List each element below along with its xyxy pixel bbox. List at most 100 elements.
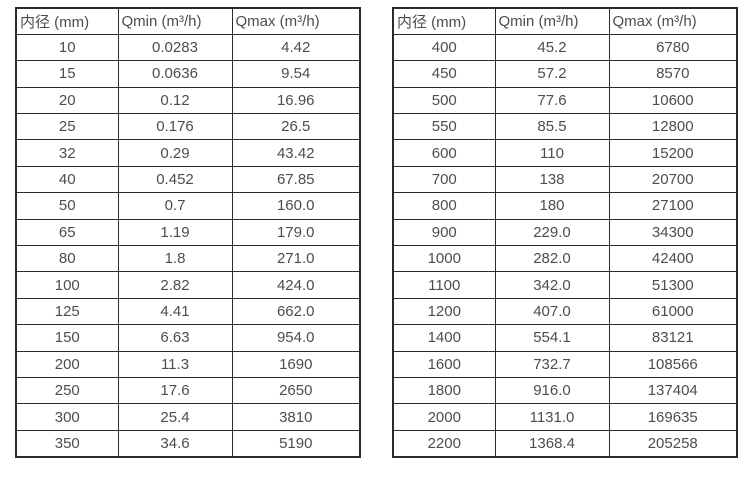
table-cell: 12800 bbox=[608, 113, 738, 141]
table-cell: 554.1 bbox=[494, 324, 610, 352]
table-cell: 550 bbox=[392, 113, 496, 141]
table-cell: 1.8 bbox=[117, 245, 233, 273]
table-row: 700 138 20700 bbox=[392, 165, 738, 194]
table-cell: 138 bbox=[494, 165, 610, 194]
table-cell: 1100 bbox=[392, 271, 496, 299]
table-cell: 17.6 bbox=[117, 376, 233, 405]
table-cell: 1800 bbox=[392, 376, 496, 405]
table-cell: 43.42 bbox=[231, 139, 361, 167]
column-header: Qmin (m³/h) bbox=[117, 7, 233, 35]
table-row: 15 0.0636 9.54 bbox=[15, 60, 361, 88]
table-cell: 282.0 bbox=[494, 245, 610, 273]
table-row: 200 11.3 1690 bbox=[15, 350, 361, 378]
table-cell: 25.4 bbox=[117, 403, 233, 431]
table-cell: 20 bbox=[15, 86, 119, 115]
table-row: 350 34.6 5190 bbox=[15, 429, 361, 458]
table-cell: 15 bbox=[15, 60, 119, 88]
table-cell: 300 bbox=[15, 403, 119, 431]
table-cell: 0.7 bbox=[117, 192, 233, 220]
table-cell: 85.5 bbox=[494, 113, 610, 141]
table-cell: 600 bbox=[392, 139, 496, 167]
table-cell: 10600 bbox=[608, 86, 738, 115]
table-cell: 1.19 bbox=[117, 218, 233, 247]
table-cell: 250 bbox=[15, 376, 119, 405]
table-cell: 169635 bbox=[608, 403, 738, 431]
table-cell: 25 bbox=[15, 113, 119, 141]
table-cell: 2650 bbox=[231, 376, 361, 405]
table-cell: 180 bbox=[494, 192, 610, 220]
header-row: 内径 (mm) Qmin (m³/h) Qmax (m³/h) bbox=[392, 7, 738, 35]
table-row: 80 1.8 271.0 bbox=[15, 245, 361, 273]
table-cell: 1368.4 bbox=[494, 429, 610, 458]
table-cell: 407.0 bbox=[494, 297, 610, 326]
table-cell: 34.6 bbox=[117, 429, 233, 458]
table-cell: 205258 bbox=[608, 429, 738, 458]
table-row: 2200 1368.4 205258 bbox=[392, 429, 738, 458]
table-cell: 0.176 bbox=[117, 113, 233, 141]
table-cell: 0.0283 bbox=[117, 33, 233, 62]
column-header: 内径 (mm) bbox=[15, 7, 119, 35]
table-row: 125 4.41 662.0 bbox=[15, 297, 361, 326]
table-row: 25 0.176 26.5 bbox=[15, 113, 361, 141]
table-row: 500 77.6 10600 bbox=[392, 86, 738, 115]
table-cell: 0.29 bbox=[117, 139, 233, 167]
table-cell: 2000 bbox=[392, 403, 496, 431]
table-cell: 9.54 bbox=[231, 60, 361, 88]
table-cell: 40 bbox=[15, 165, 119, 194]
table-cell: 61000 bbox=[608, 297, 738, 326]
table-cell: 125 bbox=[15, 297, 119, 326]
table-cell: 342.0 bbox=[494, 271, 610, 299]
table-row: 600 110 15200 bbox=[392, 139, 738, 167]
table-cell: 83121 bbox=[608, 324, 738, 352]
table-row: 450 57.2 8570 bbox=[392, 60, 738, 88]
table-cell: 4.42 bbox=[231, 33, 361, 62]
table-row: 550 85.5 12800 bbox=[392, 113, 738, 141]
table-cell: 11.3 bbox=[117, 350, 233, 378]
table-cell: 57.2 bbox=[494, 60, 610, 88]
flow-table-large-diameters: 内径 (mm) Qmin (m³/h) Qmax (m³/h) 400 45.2 6780… bbox=[392, 7, 738, 458]
table-cell: 1690 bbox=[231, 350, 361, 378]
table-row: 300 25.4 3810 bbox=[15, 403, 361, 431]
table-cell: 15200 bbox=[608, 139, 738, 167]
table-cell: 900 bbox=[392, 218, 496, 247]
table-cell: 0.0636 bbox=[117, 60, 233, 88]
table-row: 50 0.7 160.0 bbox=[15, 192, 361, 220]
table-cell: 32 bbox=[15, 139, 119, 167]
table-cell: 500 bbox=[392, 86, 496, 115]
table-cell: 732.7 bbox=[494, 350, 610, 378]
table-cell: 1000 bbox=[392, 245, 496, 273]
table-cell: 1200 bbox=[392, 297, 496, 326]
table-cell: 110 bbox=[494, 139, 610, 167]
table-cell: 150 bbox=[15, 324, 119, 352]
table-cell: 42400 bbox=[608, 245, 738, 273]
table-cell: 4.41 bbox=[117, 297, 233, 326]
table-cell: 229.0 bbox=[494, 218, 610, 247]
table-cell: 10 bbox=[15, 33, 119, 62]
table-cell: 800 bbox=[392, 192, 496, 220]
table-cell: 1600 bbox=[392, 350, 496, 378]
table-cell: 954.0 bbox=[231, 324, 361, 352]
table-cell: 45.2 bbox=[494, 33, 610, 62]
table-cell: 662.0 bbox=[231, 297, 361, 326]
flow-table-small-diameters: 内径 (mm) Qmin (m³/h) Qmax (m³/h) 10 0.0283 4.4… bbox=[15, 7, 361, 458]
header-row: 内径 (mm) Qmin (m³/h) Qmax (m³/h) bbox=[15, 7, 361, 35]
table-cell: 6.63 bbox=[117, 324, 233, 352]
table-row: 10 0.0283 4.42 bbox=[15, 33, 361, 62]
column-header: 内径 (mm) bbox=[392, 7, 496, 35]
table-cell: 179.0 bbox=[231, 218, 361, 247]
table-row: 1200 407.0 61000 bbox=[392, 297, 738, 326]
table-cell: 65 bbox=[15, 218, 119, 247]
table-row: 2000 1131.0 169635 bbox=[392, 403, 738, 431]
table-row: 900 229.0 34300 bbox=[392, 218, 738, 247]
table-row: 65 1.19 179.0 bbox=[15, 218, 361, 247]
table-cell: 51300 bbox=[608, 271, 738, 299]
table-cell: 26.5 bbox=[231, 113, 361, 141]
table-row: 1000 282.0 42400 bbox=[392, 245, 738, 273]
table-cell: 700 bbox=[392, 165, 496, 194]
table-row: 1400 554.1 83121 bbox=[392, 324, 738, 352]
table-row: 400 45.2 6780 bbox=[392, 33, 738, 62]
table-cell: 916.0 bbox=[494, 376, 610, 405]
table-cell: 400 bbox=[392, 33, 496, 62]
table-cell: 67.85 bbox=[231, 165, 361, 194]
table-row: 32 0.29 43.42 bbox=[15, 139, 361, 167]
